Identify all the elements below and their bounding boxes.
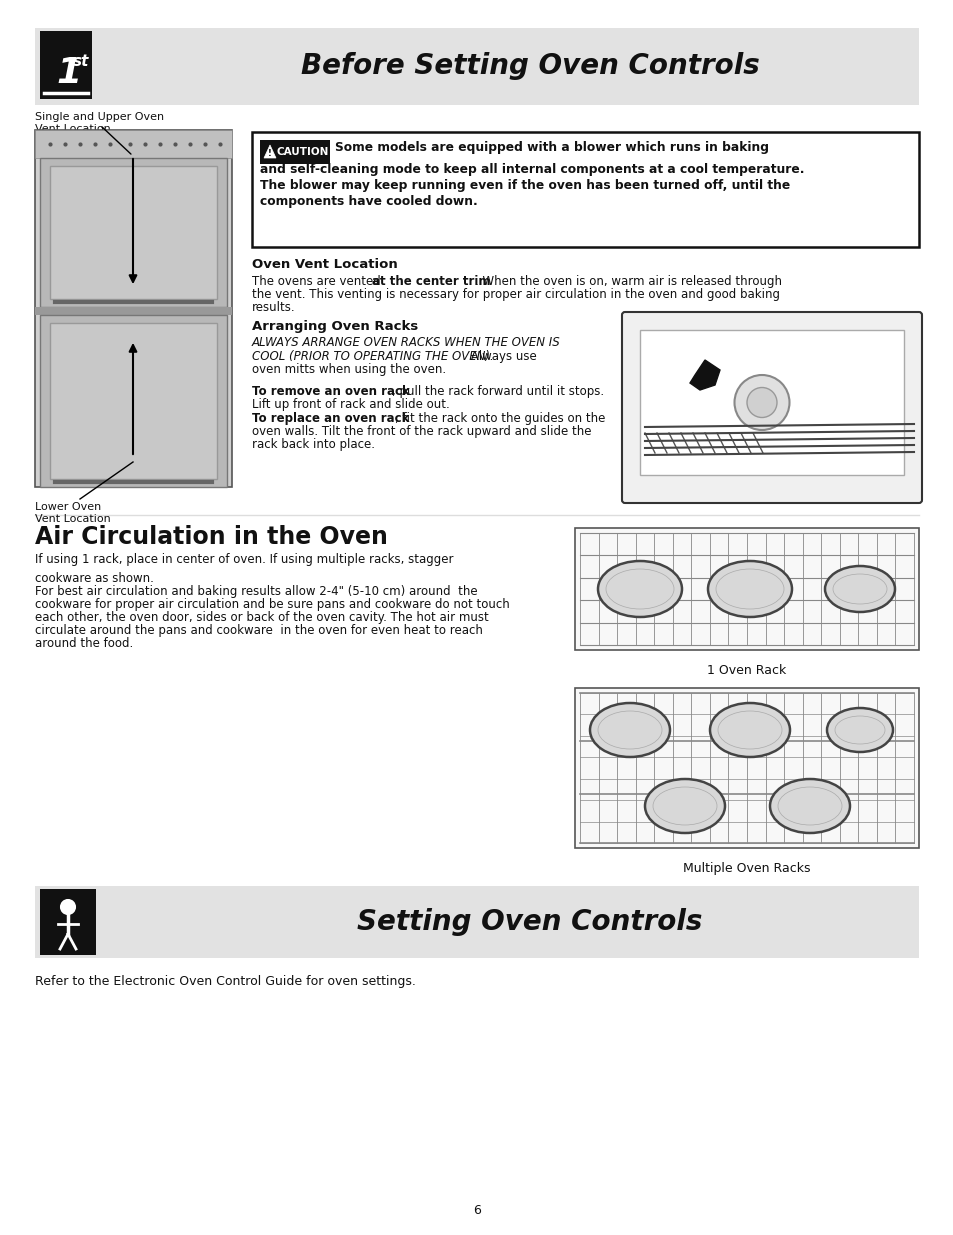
Polygon shape bbox=[264, 144, 275, 158]
Ellipse shape bbox=[718, 711, 781, 748]
Text: Some models are equipped with a blower which runs in baking: Some models are equipped with a blower w… bbox=[335, 141, 768, 154]
Ellipse shape bbox=[834, 716, 884, 743]
Text: around the food.: around the food. bbox=[35, 637, 133, 650]
Text: Refer to the Electronic Oven Control Guide for oven settings.: Refer to the Electronic Oven Control Gui… bbox=[35, 974, 416, 988]
Text: For best air circulation and baking results allow 2-4" (5-10 cm) around  the: For best air circulation and baking resu… bbox=[35, 585, 477, 598]
Text: , pull the rack forward until it stops.: , pull the rack forward until it stops. bbox=[392, 385, 603, 398]
FancyBboxPatch shape bbox=[50, 324, 216, 479]
Ellipse shape bbox=[734, 375, 789, 430]
FancyBboxPatch shape bbox=[40, 31, 91, 99]
Text: Arranging Oven Racks: Arranging Oven Racks bbox=[252, 320, 417, 333]
FancyBboxPatch shape bbox=[35, 130, 232, 158]
Ellipse shape bbox=[769, 779, 849, 832]
Text: each other, the oven door, sides or back of the oven cavity. The hot air must: each other, the oven door, sides or back… bbox=[35, 611, 488, 624]
Ellipse shape bbox=[652, 787, 717, 825]
Text: Lift up front of rack and slide out.: Lift up front of rack and slide out. bbox=[252, 398, 449, 411]
Text: Single and Upper Oven
Vent Location: Single and Upper Oven Vent Location bbox=[35, 112, 164, 133]
Text: CAUTION: CAUTION bbox=[276, 147, 329, 157]
Polygon shape bbox=[689, 359, 720, 390]
Ellipse shape bbox=[778, 787, 841, 825]
Text: Always use: Always use bbox=[467, 350, 537, 363]
Ellipse shape bbox=[598, 711, 661, 748]
Text: Oven Vent Location: Oven Vent Location bbox=[252, 258, 397, 270]
FancyBboxPatch shape bbox=[575, 688, 918, 848]
Ellipse shape bbox=[598, 561, 681, 618]
FancyBboxPatch shape bbox=[50, 165, 216, 299]
Ellipse shape bbox=[644, 779, 724, 832]
Text: Lower Oven
Vent Location: Lower Oven Vent Location bbox=[35, 501, 111, 524]
Text: 1: 1 bbox=[56, 56, 81, 90]
Text: components have cooled down.: components have cooled down. bbox=[260, 195, 477, 207]
Text: and self-cleaning mode to keep all internal components at a cool temperature.: and self-cleaning mode to keep all inter… bbox=[260, 163, 803, 177]
Ellipse shape bbox=[746, 388, 776, 417]
Text: If using 1 rack, place in center of oven. If using multiple racks, stagger
cookw: If using 1 rack, place in center of oven… bbox=[35, 553, 453, 584]
Text: 6: 6 bbox=[473, 1203, 480, 1216]
Text: COOL (PRIOR TO OPERATING THE OVEN).: COOL (PRIOR TO OPERATING THE OVEN). bbox=[252, 350, 494, 363]
FancyBboxPatch shape bbox=[260, 140, 330, 164]
FancyBboxPatch shape bbox=[40, 158, 227, 308]
FancyBboxPatch shape bbox=[621, 312, 921, 503]
Text: ALWAYS ARRANGE OVEN RACKS WHEN THE OVEN IS: ALWAYS ARRANGE OVEN RACKS WHEN THE OVEN … bbox=[252, 336, 560, 350]
Ellipse shape bbox=[589, 703, 669, 757]
Text: 1 Oven Rack: 1 Oven Rack bbox=[706, 664, 786, 677]
FancyBboxPatch shape bbox=[40, 315, 227, 487]
FancyBboxPatch shape bbox=[252, 132, 918, 247]
Text: To replace an oven rack: To replace an oven rack bbox=[252, 412, 409, 425]
Text: the vent. This venting is necessary for proper air circulation in the oven and g: the vent. This venting is necessary for … bbox=[252, 288, 780, 301]
Text: Before Setting Oven Controls: Before Setting Oven Controls bbox=[300, 53, 759, 80]
Ellipse shape bbox=[832, 574, 886, 604]
Text: . When the oven is on, warm air is released through: . When the oven is on, warm air is relea… bbox=[475, 275, 781, 288]
Text: The ovens are vented: The ovens are vented bbox=[252, 275, 384, 288]
Text: !: ! bbox=[268, 148, 272, 158]
Text: circulate around the pans and cookware  in the oven for even heat to reach: circulate around the pans and cookware i… bbox=[35, 624, 482, 637]
Ellipse shape bbox=[716, 569, 783, 609]
Ellipse shape bbox=[61, 900, 75, 914]
Text: at the center trim: at the center trim bbox=[372, 275, 490, 288]
Text: The blower may keep running even if the oven has been turned off, until the: The blower may keep running even if the … bbox=[260, 179, 789, 191]
FancyBboxPatch shape bbox=[575, 529, 918, 650]
FancyBboxPatch shape bbox=[40, 889, 96, 955]
FancyBboxPatch shape bbox=[35, 308, 232, 315]
Text: st: st bbox=[73, 53, 90, 68]
Text: Air Circulation in the Oven: Air Circulation in the Oven bbox=[35, 525, 388, 550]
Text: rack back into place.: rack back into place. bbox=[252, 438, 375, 451]
FancyBboxPatch shape bbox=[639, 330, 903, 475]
Text: Setting Oven Controls: Setting Oven Controls bbox=[357, 908, 702, 936]
Text: oven walls. Tilt the front of the rack upward and slide the: oven walls. Tilt the front of the rack u… bbox=[252, 425, 591, 438]
FancyBboxPatch shape bbox=[35, 885, 918, 958]
Text: results.: results. bbox=[252, 301, 295, 314]
Text: , fit the rack onto the guides on the: , fit the rack onto the guides on the bbox=[395, 412, 605, 425]
Text: cookware for proper air circulation and be sure pans and cookware do not touch: cookware for proper air circulation and … bbox=[35, 598, 509, 611]
Ellipse shape bbox=[707, 561, 791, 618]
Text: oven mitts when using the oven.: oven mitts when using the oven. bbox=[252, 363, 446, 375]
FancyBboxPatch shape bbox=[35, 130, 232, 487]
Ellipse shape bbox=[824, 566, 894, 613]
FancyBboxPatch shape bbox=[35, 28, 918, 105]
Ellipse shape bbox=[605, 569, 673, 609]
Text: Multiple Oven Racks: Multiple Oven Racks bbox=[682, 862, 810, 876]
Ellipse shape bbox=[709, 703, 789, 757]
Text: To remove an oven rack: To remove an oven rack bbox=[252, 385, 410, 398]
Ellipse shape bbox=[826, 708, 892, 752]
